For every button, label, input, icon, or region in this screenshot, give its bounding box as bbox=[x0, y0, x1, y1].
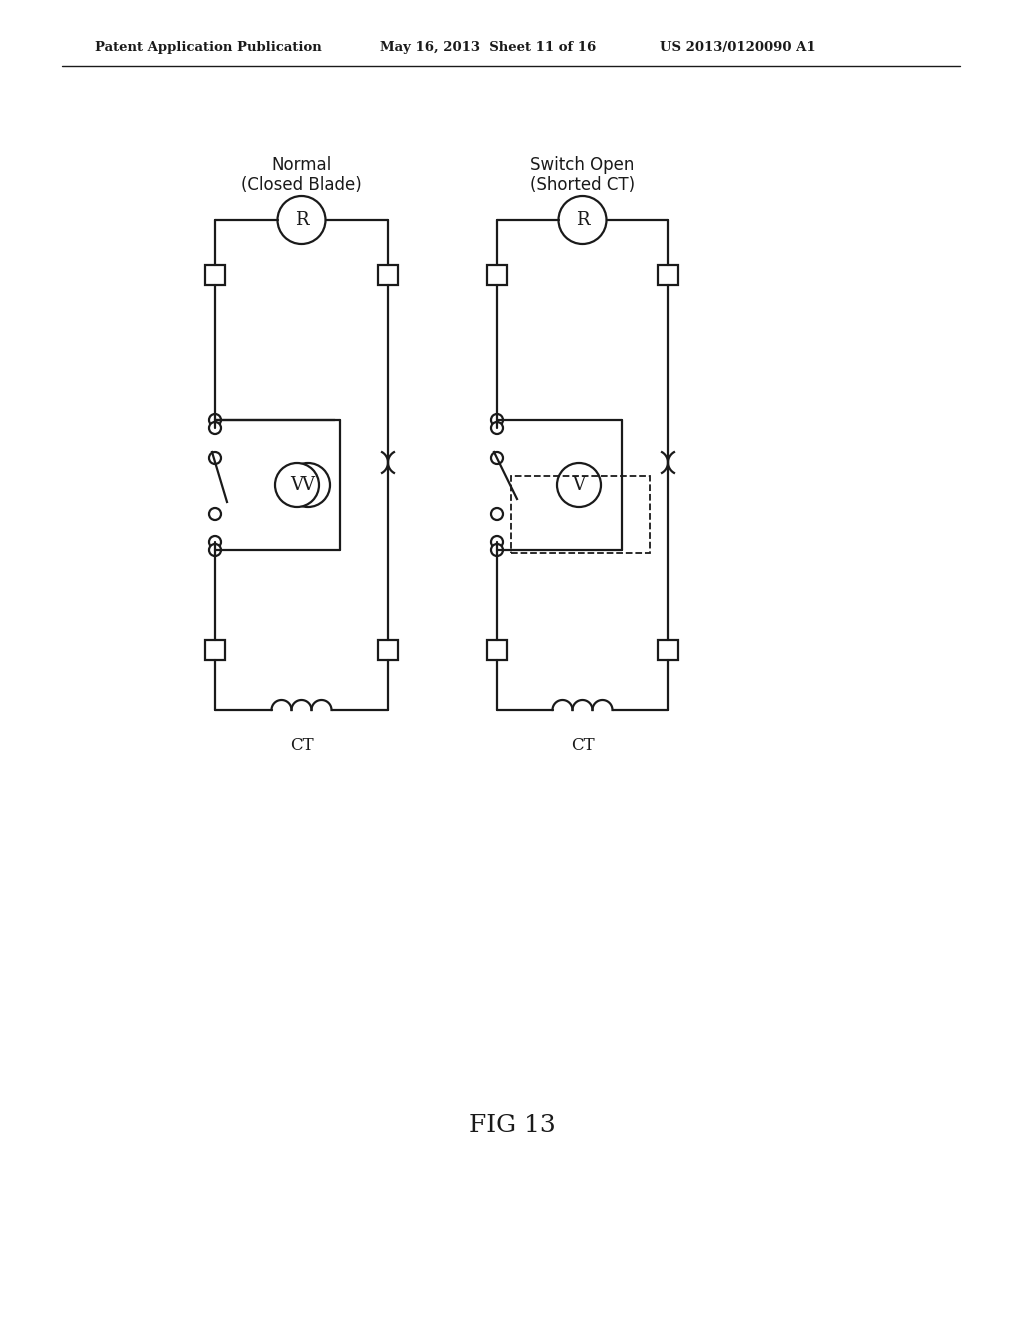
Text: R: R bbox=[295, 211, 308, 228]
Text: R: R bbox=[575, 211, 589, 228]
Circle shape bbox=[209, 451, 221, 465]
Bar bbox=[205, 640, 225, 660]
Bar bbox=[658, 640, 678, 660]
Bar bbox=[205, 265, 225, 285]
Text: Normal: Normal bbox=[271, 156, 332, 174]
Circle shape bbox=[209, 414, 221, 426]
Text: (Shorted CT): (Shorted CT) bbox=[530, 176, 635, 194]
Circle shape bbox=[209, 508, 221, 520]
Text: Patent Application Publication: Patent Application Publication bbox=[95, 41, 322, 54]
Bar bbox=[487, 640, 507, 660]
Circle shape bbox=[558, 195, 606, 244]
Bar bbox=[658, 265, 678, 285]
Circle shape bbox=[490, 422, 503, 434]
Text: Switch Open: Switch Open bbox=[530, 156, 635, 174]
Text: CT: CT bbox=[290, 737, 313, 754]
Bar bbox=[511, 477, 650, 553]
Bar bbox=[487, 265, 507, 285]
Circle shape bbox=[557, 463, 601, 507]
Circle shape bbox=[275, 463, 319, 507]
Circle shape bbox=[209, 544, 221, 556]
Text: V: V bbox=[572, 477, 586, 494]
Text: CT: CT bbox=[570, 737, 594, 754]
Text: FIG 13: FIG 13 bbox=[469, 1114, 555, 1137]
Circle shape bbox=[209, 536, 221, 548]
Circle shape bbox=[490, 508, 503, 520]
Text: US 2013/0120090 A1: US 2013/0120090 A1 bbox=[660, 41, 816, 54]
Text: V: V bbox=[301, 477, 314, 494]
Text: V: V bbox=[291, 477, 303, 494]
Bar bbox=[378, 265, 398, 285]
Circle shape bbox=[490, 451, 503, 465]
Text: (Closed Blade): (Closed Blade) bbox=[241, 176, 361, 194]
Circle shape bbox=[490, 414, 503, 426]
Circle shape bbox=[286, 463, 330, 507]
Bar bbox=[378, 640, 398, 660]
Circle shape bbox=[278, 195, 326, 244]
Circle shape bbox=[490, 544, 503, 556]
Circle shape bbox=[209, 422, 221, 434]
Text: May 16, 2013  Sheet 11 of 16: May 16, 2013 Sheet 11 of 16 bbox=[380, 41, 596, 54]
Circle shape bbox=[490, 536, 503, 548]
